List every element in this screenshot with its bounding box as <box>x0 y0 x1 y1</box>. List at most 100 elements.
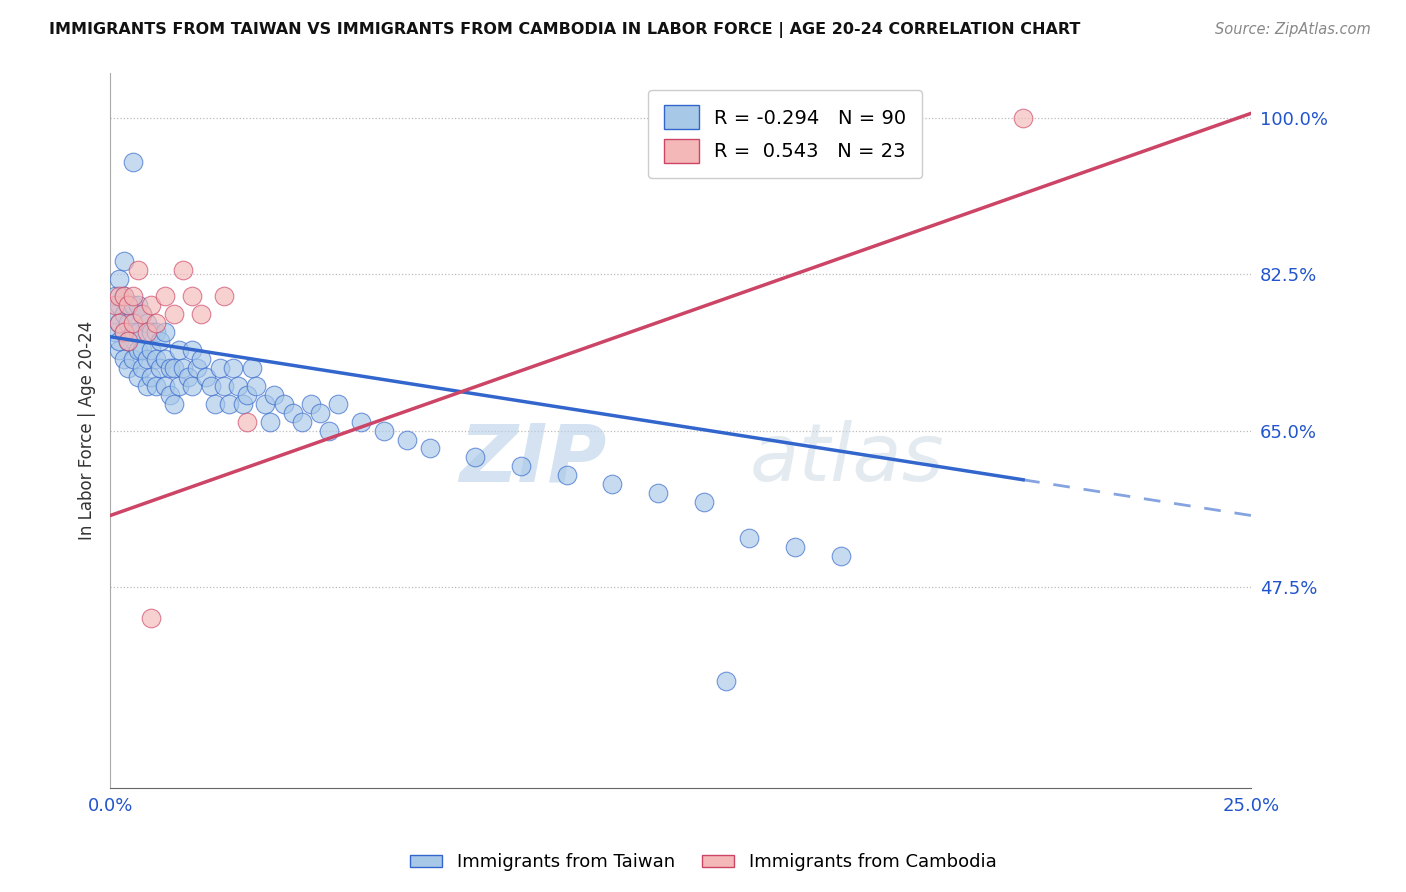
Point <box>122 298 145 312</box>
Point <box>236 415 259 429</box>
Point <box>112 289 135 303</box>
Point <box>131 307 153 321</box>
Point <box>117 334 139 349</box>
Point <box>135 316 157 330</box>
Point <box>204 397 226 411</box>
Point <box>108 334 131 349</box>
Point <box>163 397 186 411</box>
Point <box>108 298 131 312</box>
Point <box>112 325 135 339</box>
Point <box>259 415 281 429</box>
Point <box>149 334 172 349</box>
Point <box>1012 111 1035 125</box>
Point <box>208 361 231 376</box>
Point <box>108 316 131 330</box>
Point <box>135 379 157 393</box>
Point <box>181 289 204 303</box>
Point <box>141 370 163 384</box>
Point <box>222 361 245 376</box>
Point <box>141 343 163 358</box>
Point <box>153 352 176 367</box>
Point <box>167 343 190 358</box>
Point <box>141 325 163 339</box>
Point <box>153 379 176 393</box>
Point <box>108 271 131 285</box>
Point <box>647 486 669 500</box>
Point <box>117 316 139 330</box>
Point <box>127 370 149 384</box>
Point <box>108 316 131 330</box>
Point <box>104 289 127 303</box>
Point <box>112 289 135 303</box>
Point <box>145 379 167 393</box>
Point <box>104 325 127 339</box>
Point <box>127 325 149 339</box>
Point <box>149 361 172 376</box>
Point <box>141 611 163 625</box>
Point <box>318 424 340 438</box>
Point <box>117 298 139 312</box>
Point <box>555 468 578 483</box>
Point <box>104 298 127 312</box>
Point <box>716 673 738 688</box>
Point <box>738 531 761 545</box>
Point <box>186 361 208 376</box>
Point <box>122 289 145 303</box>
Point <box>167 379 190 393</box>
Point <box>190 352 212 367</box>
Point <box>395 433 418 447</box>
Point <box>122 155 145 169</box>
Point <box>281 406 304 420</box>
Point <box>692 495 714 509</box>
Point <box>108 289 131 303</box>
Point <box>214 379 236 393</box>
Point <box>159 361 181 376</box>
Point <box>117 298 139 312</box>
Point <box>135 325 157 339</box>
Point <box>232 397 254 411</box>
Point <box>236 388 259 402</box>
Point <box>145 325 167 339</box>
Legend: R = -0.294   N = 90, R =  0.543   N = 23: R = -0.294 N = 90, R = 0.543 N = 23 <box>648 90 922 178</box>
Point <box>373 424 395 438</box>
Point <box>783 540 806 554</box>
Point <box>226 379 249 393</box>
Point <box>108 343 131 358</box>
Point <box>299 397 322 411</box>
Point <box>263 388 285 402</box>
Point <box>153 289 176 303</box>
Point <box>112 253 135 268</box>
Point <box>122 316 145 330</box>
Point <box>112 307 135 321</box>
Point <box>172 361 194 376</box>
Point <box>510 459 533 474</box>
Text: ZIP: ZIP <box>460 420 606 499</box>
Point <box>245 379 267 393</box>
Point <box>163 361 186 376</box>
Point <box>145 316 167 330</box>
Point <box>273 397 295 411</box>
Y-axis label: In Labor Force | Age 20-24: In Labor Force | Age 20-24 <box>79 321 96 541</box>
Point <box>127 298 149 312</box>
Point <box>104 307 127 321</box>
Point <box>419 442 441 456</box>
Point <box>131 343 153 358</box>
Point <box>309 406 332 420</box>
Point <box>830 549 852 563</box>
Point <box>214 289 236 303</box>
Point <box>122 352 145 367</box>
Point <box>195 370 218 384</box>
Point <box>254 397 277 411</box>
Legend: Immigrants from Taiwan, Immigrants from Cambodia: Immigrants from Taiwan, Immigrants from … <box>402 847 1004 879</box>
Point <box>153 325 176 339</box>
Point <box>127 343 149 358</box>
Point <box>291 415 314 429</box>
Text: Source: ZipAtlas.com: Source: ZipAtlas.com <box>1215 22 1371 37</box>
Point <box>135 352 157 367</box>
Point <box>117 361 139 376</box>
Point <box>218 397 240 411</box>
Point <box>122 325 145 339</box>
Point <box>350 415 373 429</box>
Point <box>131 361 153 376</box>
Point <box>112 352 135 367</box>
